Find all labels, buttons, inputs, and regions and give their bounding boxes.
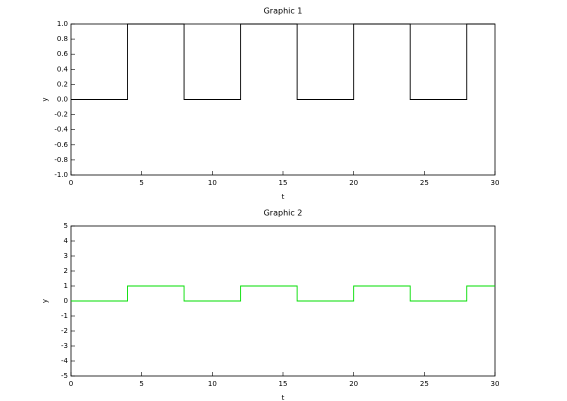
x-tick-label: 0 — [69, 179, 73, 187]
x-tick-label: 10 — [208, 179, 217, 187]
y-tick-label: 2 — [64, 267, 68, 275]
x-tick-label: 5 — [139, 380, 143, 388]
y-tick-label: -2 — [61, 327, 68, 335]
x-axis-label: t — [282, 394, 285, 401]
y-tick-label: -0.4 — [54, 126, 68, 134]
x-axis-label: t — [282, 193, 285, 201]
y-tick-label: -0.2 — [54, 111, 68, 119]
y-tick-label: 0.6 — [57, 50, 69, 58]
y-tick-label: 5 — [64, 222, 68, 230]
x-tick-label: 30 — [491, 380, 500, 388]
x-tick-label: 0 — [69, 380, 73, 388]
x-tick-label: 25 — [420, 179, 429, 187]
data-line — [71, 23, 495, 100]
chart-title: Graphic 2 — [264, 209, 303, 218]
y-tick-label: 1 — [64, 282, 68, 290]
y-tick-label: -3 — [61, 342, 68, 350]
x-tick-label: 25 — [420, 380, 429, 388]
x-tick-label: 20 — [349, 380, 358, 388]
data-line — [71, 285, 495, 302]
y-tick-label: 0.2 — [57, 80, 68, 88]
x-tick-label: 5 — [139, 179, 143, 187]
y-tick-label: -1 — [61, 312, 68, 320]
y-tick-label: 1.0 — [57, 20, 68, 28]
y-tick-label: 4 — [64, 237, 69, 245]
y-tick-label: 0 — [64, 297, 68, 305]
x-tick-label: 20 — [349, 179, 358, 187]
y-tick-label: -1.0 — [54, 171, 68, 179]
y-tick-label: -0.6 — [54, 141, 68, 149]
chart-title: Graphic 1 — [264, 7, 303, 16]
y-tick-label: 0.0 — [57, 96, 68, 104]
y-axis-label: y — [41, 299, 49, 303]
x-tick-label: 30 — [491, 179, 500, 187]
x-tick-label: 10 — [208, 380, 217, 388]
y-tick-label: 0.4 — [57, 65, 69, 73]
y-tick-label: -5 — [61, 372, 68, 380]
y-tick-label: 0.8 — [57, 35, 68, 43]
x-tick-label: 15 — [279, 179, 288, 187]
x-tick-label: 15 — [279, 380, 288, 388]
y-tick-label: -4 — [61, 357, 69, 365]
y-tick-label: 3 — [64, 252, 68, 260]
y-tick-label: -0.8 — [54, 156, 68, 164]
y-axis-label: y — [41, 97, 49, 101]
